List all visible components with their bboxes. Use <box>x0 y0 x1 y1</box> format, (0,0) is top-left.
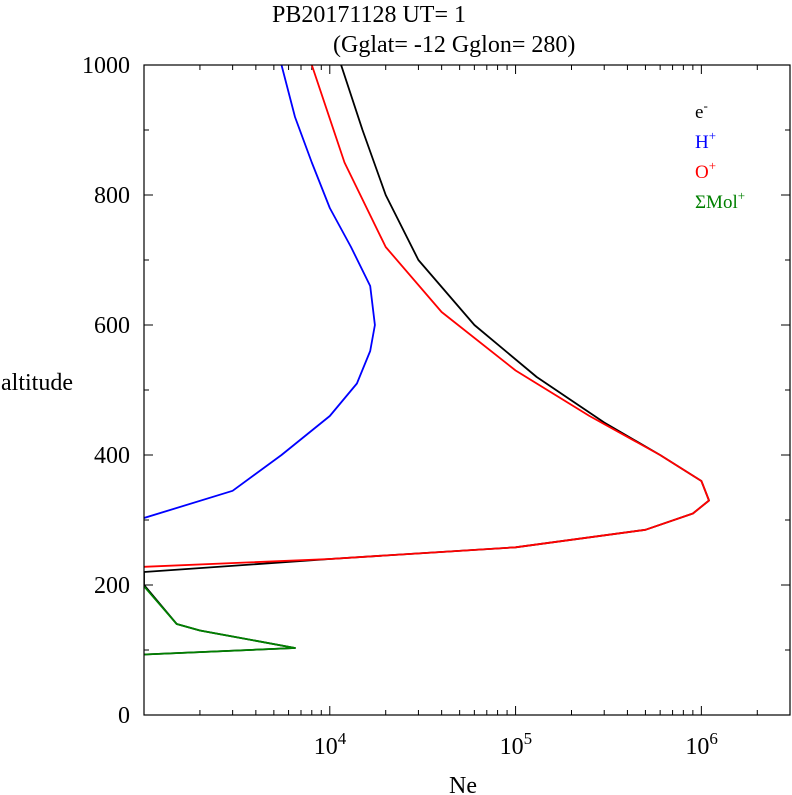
plot-frame <box>143 64 791 716</box>
legend: e- H+ O+ ΣMol+ <box>695 98 745 213</box>
legend-entry-mol_plus: ΣMol+ <box>695 188 745 213</box>
y-tick-label: 800 <box>94 183 130 209</box>
y-tick-label: 1000 <box>82 53 130 79</box>
legend-entry-o_plus: O+ <box>695 158 716 183</box>
y-tick-label: 400 <box>94 443 130 469</box>
x-tick-label: 106 <box>685 729 718 760</box>
series-line-h_plus <box>144 65 376 519</box>
y-tick-label: 600 <box>94 313 130 339</box>
chart-title-line-2: (Gglat= -12 Gglon= 280) <box>333 32 575 58</box>
chart-title-line-1: PB20171128 UT= 1 <box>272 2 466 28</box>
series-line-mol_plus <box>144 585 296 656</box>
x-tick-labels: 104 105 106 <box>314 729 718 760</box>
y-tick-label: 0 <box>118 703 130 729</box>
series-line-o_plus <box>144 65 710 568</box>
x-tick-label: 105 <box>500 729 533 760</box>
legend-entry-h_plus: H+ <box>695 128 716 153</box>
x-tick-label: 104 <box>314 729 347 760</box>
legend-entry-ne: e- <box>695 98 708 123</box>
x-axis-label: Ne <box>449 773 477 795</box>
axis-ticks <box>143 64 791 716</box>
series-layer <box>144 65 710 656</box>
y-tick-labels: 0 200 400 600 800 1000 <box>82 53 130 729</box>
y-tick-label: 200 <box>94 573 130 599</box>
series-line-ne <box>144 65 710 656</box>
y-axis-label: altitude <box>1 370 73 396</box>
